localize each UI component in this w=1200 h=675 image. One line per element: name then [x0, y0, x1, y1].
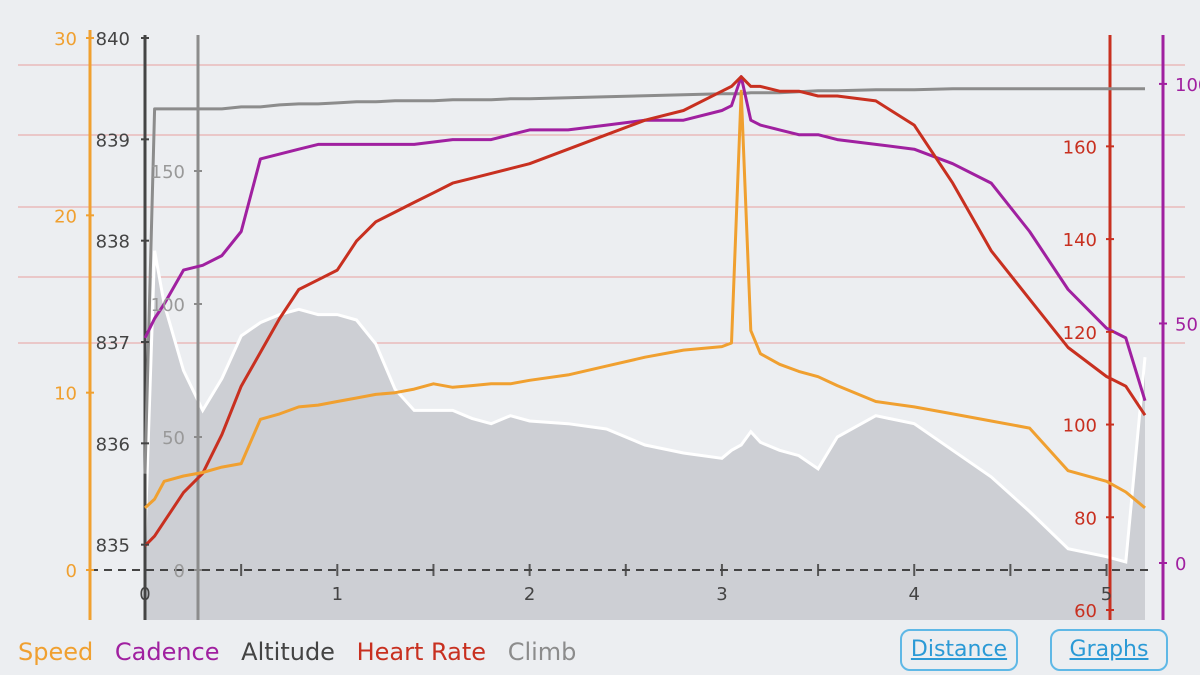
heart_rate-line: [143, 75, 1147, 547]
x-tick-label-4: 4: [909, 584, 920, 605]
series-lines-layer: [143, 75, 1147, 547]
speed-tick-label-1: 10: [54, 384, 77, 405]
tick-labels-layer: 0102030835836837838839840050100150608010…: [54, 29, 1200, 622]
x-tick-label-0: 0: [139, 584, 150, 605]
legend-cadence: Cadence: [114, 638, 220, 666]
altitude-tick-label-5: 840: [96, 29, 130, 50]
climb-tick-label-0: 0: [174, 561, 185, 582]
climb-tick-label-3: 150: [151, 162, 185, 183]
legend-altitude: Altitude: [241, 638, 335, 666]
heart-rate-tick-label-0: 60: [1074, 601, 1097, 622]
legend-heart-rate: Heart Rate: [356, 638, 487, 666]
speed-tick-label-2: 20: [54, 206, 77, 227]
climb-area: [145, 250, 1145, 621]
heart-rate-tick-label-3: 120: [1063, 323, 1097, 344]
x-tick-label-2: 2: [524, 584, 535, 605]
x-tick-label-1: 1: [332, 584, 343, 605]
altitude-tick-label-0: 835: [96, 536, 130, 557]
legend-climb: Climb: [507, 638, 577, 666]
axes-layer: [88, 30, 1165, 620]
heart-rate-tick-label-1: 80: [1074, 508, 1097, 529]
speed-tick-label-0: 0: [66, 561, 77, 582]
cadence-tick-label-1: 50: [1175, 314, 1198, 335]
legend: Speed Cadence Altitude Heart Rate Climb: [18, 638, 590, 666]
legend-speed: Speed: [18, 638, 94, 666]
climb-tick-label-2: 100: [151, 295, 185, 316]
x-tick-label-3: 3: [716, 584, 727, 605]
altitude-tick-label-1: 836: [96, 434, 130, 455]
speed-line: [143, 89, 1146, 510]
altitude-tick-label-4: 839: [96, 130, 130, 151]
altitude-tick-label-3: 838: [96, 232, 130, 253]
cadence-line: [143, 75, 1147, 402]
climb-outline: [143, 250, 1147, 564]
heart-rate-tick-label-2: 100: [1063, 416, 1097, 437]
x-gridlines: [90, 564, 1150, 576]
cadence-tick-label-0: 0: [1175, 554, 1186, 575]
x-tick-label-5: 5: [1101, 584, 1112, 605]
speed-tick-label-3: 30: [54, 29, 77, 50]
cadence-tick-label-2: 100: [1175, 75, 1200, 96]
graphs-button[interactable]: Graphs: [1050, 629, 1168, 671]
altitude-area-layer: [143, 250, 1147, 621]
heart-rate-tick-label-5: 160: [1063, 137, 1097, 158]
altitude-tick-label-2: 837: [96, 333, 130, 354]
climb-tick-label-1: 50: [162, 428, 185, 449]
altitude-line: [143, 87, 1145, 474]
distance-button[interactable]: Distance: [900, 629, 1018, 671]
heart-rate-tick-label-4: 140: [1063, 230, 1097, 251]
horizontal-gridlines: [18, 64, 1185, 344]
